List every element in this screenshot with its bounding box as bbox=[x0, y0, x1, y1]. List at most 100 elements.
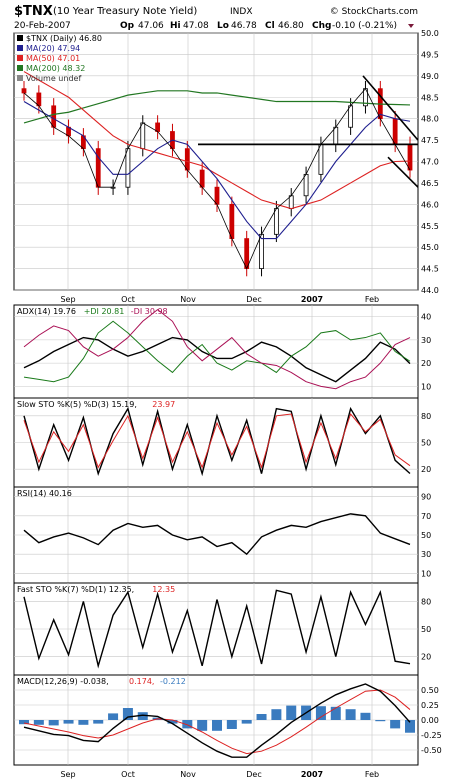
adx-panel-title-1: +DI 20.81 bbox=[84, 307, 125, 316]
macd-ytick-2: 0.00 bbox=[421, 716, 439, 725]
adx-panel: 40 30 20 10 ADX(14) 19.76 +DI 20.81 -DI 30.98 bbox=[13, 304, 431, 399]
macd-hist-bar-11 bbox=[182, 720, 193, 729]
ma50-line bbox=[23, 71, 411, 210]
macd-ytick-4: -0.50 bbox=[421, 746, 442, 755]
rsi-panel-ytick-2: 50 bbox=[421, 531, 431, 540]
fast-sto-panel: 80 50 20 Fast STO %K(7) %D(1) 12.35, 12.35 bbox=[13, 582, 431, 676]
price-ytick-1: 49.5 bbox=[421, 50, 439, 59]
price-candle-body-25 bbox=[392, 118, 398, 145]
macd-hist-bar-12 bbox=[197, 720, 208, 731]
macd-hist-bar-1 bbox=[33, 720, 44, 725]
op-value: 47.06 bbox=[138, 21, 164, 31]
price-candle-body-12 bbox=[199, 169, 205, 188]
macd-xlabel-0: Sep bbox=[60, 770, 75, 779]
fast-sto-panel-ytick-2: 20 bbox=[421, 653, 431, 662]
macd-signal-line bbox=[23, 689, 411, 755]
adx-panel-ytick-3: 10 bbox=[421, 382, 431, 391]
legend-swatch-price bbox=[17, 35, 23, 41]
fast-sto-panel-series-0 bbox=[23, 589, 411, 669]
price-xlabel-5: Feb bbox=[365, 295, 379, 304]
legend-swatch-ma200 bbox=[17, 65, 23, 71]
legend-label-volume: Volume undef bbox=[26, 74, 81, 83]
price-candle-body-11 bbox=[184, 148, 190, 171]
macd-hist-bar-25 bbox=[390, 720, 401, 729]
ma200-line bbox=[23, 90, 411, 124]
price-candle-body-8 bbox=[140, 122, 146, 150]
price-candle-body-2 bbox=[51, 105, 57, 128]
lo-label: Lo bbox=[217, 21, 229, 31]
macd-hist-bar-20 bbox=[315, 706, 326, 720]
macd-panel: 0.50 0.25 0.00 -0.25 -0.50 MACD(12,26,9) -0.0… bbox=[13, 674, 442, 779]
slow-sto-panel: 80 50 20 Slow STO %K(5) %D(3) 15.19, 23.97 bbox=[13, 397, 431, 488]
macd-ytick-1: 0.25 bbox=[421, 701, 439, 710]
slow-sto-panel-series-1 bbox=[23, 413, 411, 470]
price-ytick-12: 44.0 bbox=[421, 286, 439, 295]
macd-xlabel-1: Oct bbox=[121, 770, 135, 779]
lo-value: 46.78 bbox=[231, 21, 257, 31]
price-candle-body-26 bbox=[407, 143, 413, 171]
macd-hist-bar-10 bbox=[167, 720, 178, 724]
price-candle-body-17 bbox=[273, 208, 279, 235]
price-candle-body-19 bbox=[303, 173, 309, 197]
price-candle-body-20 bbox=[318, 143, 324, 175]
slow-sto-panel-title-1: 23.97 bbox=[152, 400, 175, 409]
rsi-panel-title-0: RSI(14) 40.16 bbox=[17, 489, 72, 498]
price-ytick-8: 46.0 bbox=[421, 200, 439, 209]
macd-hist-bar-6 bbox=[108, 713, 119, 720]
macd-hist-bar-14 bbox=[226, 720, 237, 729]
adx-panel-ytick-0: 40 bbox=[421, 313, 431, 322]
price-ytick-6: 47.0 bbox=[421, 158, 439, 167]
rsi-panel-series-0 bbox=[23, 513, 411, 556]
legend-label-ma50: MA(50) 47.01 bbox=[26, 54, 80, 63]
macd-xlabel-4: 2007 bbox=[301, 770, 323, 779]
price-ytick-10: 45.0 bbox=[421, 243, 439, 252]
chart-source: © StockCharts.com bbox=[330, 7, 418, 17]
price-ytick-11: 44.5 bbox=[421, 265, 439, 274]
legend-swatch-ma20 bbox=[17, 45, 23, 51]
price-ytick-2: 49.0 bbox=[421, 72, 439, 81]
macd-line bbox=[23, 683, 411, 758]
macd-hist-bar-17 bbox=[271, 709, 282, 720]
chart-name: (10 Year Treasury Note Yield) bbox=[53, 6, 197, 17]
price-panel: 50.0 49.5 49.0 48.5 48.0 47.5 47.0 46.5 46.0 45.5… bbox=[13, 29, 439, 304]
legend-label-ma200: MA(200) 48.32 bbox=[26, 64, 85, 73]
price-xlabel-0: Sep bbox=[60, 295, 75, 304]
price-xlabel-2: Nov bbox=[180, 295, 196, 304]
macd-hist-bar-3 bbox=[63, 720, 74, 724]
down-arrow-icon bbox=[408, 24, 414, 28]
ohlc-readout: Op 47.06 Hi 47.08 Lo 46.78 Cl 46.80 Chg … bbox=[120, 21, 414, 31]
macd-hist-bar-7 bbox=[122, 708, 133, 720]
legend-label-price: $TNX (Daily) 46.80 bbox=[26, 34, 102, 43]
fast-sto-panel-title-0: Fast STO %K(7) %D(1) 12.35, bbox=[17, 585, 134, 594]
rsi-panel-ytick-1: 70 bbox=[421, 512, 431, 521]
macd-hist-bar-4 bbox=[78, 720, 89, 725]
price-candle-body-22 bbox=[348, 105, 354, 128]
macd-xlabel-5: Feb bbox=[365, 770, 379, 779]
upper-channel-line bbox=[362, 75, 419, 141]
macd-xlabel-2: Nov bbox=[180, 770, 196, 779]
macd-hist-bar-13 bbox=[212, 720, 222, 731]
price-candle-body-9 bbox=[155, 122, 161, 132]
macd-ytick-3: -0.25 bbox=[421, 731, 442, 740]
chg-label: Chg bbox=[312, 21, 331, 31]
macd-title-1: 0.174, bbox=[129, 677, 154, 686]
chart-date: 20-Feb-2007 bbox=[14, 21, 71, 31]
fast-sto-panel-ytick-0: 80 bbox=[421, 597, 431, 606]
fast-sto-panel-ytick-1: 50 bbox=[421, 625, 431, 634]
legend-swatch-volume bbox=[17, 75, 23, 81]
macd-hist-bar-0 bbox=[19, 720, 29, 725]
macd-hist-bar-26 bbox=[405, 720, 415, 733]
legend-swatch-ma50 bbox=[17, 55, 23, 61]
legend-label-ma20: MA(20) 47.94 bbox=[26, 44, 80, 53]
hi-value: 47.08 bbox=[183, 21, 209, 31]
price-xlabel-3: Dec bbox=[246, 295, 261, 304]
adx-panel-series-2 bbox=[23, 309, 411, 390]
macd-hist-bar-5 bbox=[93, 720, 104, 724]
macd-title-2: -0.212 bbox=[160, 677, 186, 686]
price-candle-body-15 bbox=[244, 238, 250, 269]
ma20-line bbox=[23, 101, 411, 240]
price-xlabel-4: 2007 bbox=[301, 295, 323, 304]
lower-channel-line bbox=[387, 156, 419, 188]
